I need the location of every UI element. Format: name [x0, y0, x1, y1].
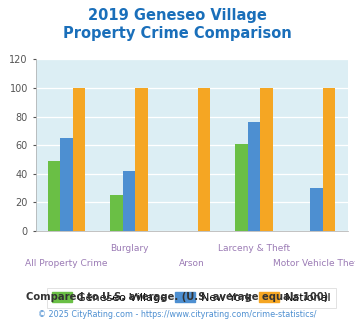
Text: © 2025 CityRating.com - https://www.cityrating.com/crime-statistics/: © 2025 CityRating.com - https://www.city…: [38, 310, 317, 319]
Bar: [123, 171, 136, 231]
Bar: [235, 144, 248, 231]
Text: Arson: Arson: [179, 259, 204, 268]
Bar: [110, 195, 123, 231]
Text: Property Crime Comparison: Property Crime Comparison: [63, 26, 292, 41]
Bar: [310, 188, 323, 231]
Text: Compared to U.S. average. (U.S. average equals 100): Compared to U.S. average. (U.S. average …: [26, 292, 329, 302]
Bar: [48, 161, 60, 231]
Text: 2019 Geneseo Village: 2019 Geneseo Village: [88, 8, 267, 23]
Text: Burglary: Burglary: [110, 244, 148, 253]
Bar: [248, 122, 261, 231]
Bar: [73, 88, 86, 231]
Bar: [261, 88, 273, 231]
Bar: [60, 138, 73, 231]
Bar: [198, 88, 211, 231]
Bar: [323, 88, 335, 231]
Text: All Property Crime: All Property Crime: [26, 259, 108, 268]
Text: Larceny & Theft: Larceny & Theft: [218, 244, 290, 253]
Legend: Geneseo Village, New York, National: Geneseo Village, New York, National: [47, 288, 336, 308]
Text: Motor Vehicle Theft: Motor Vehicle Theft: [273, 259, 355, 268]
Bar: [136, 88, 148, 231]
